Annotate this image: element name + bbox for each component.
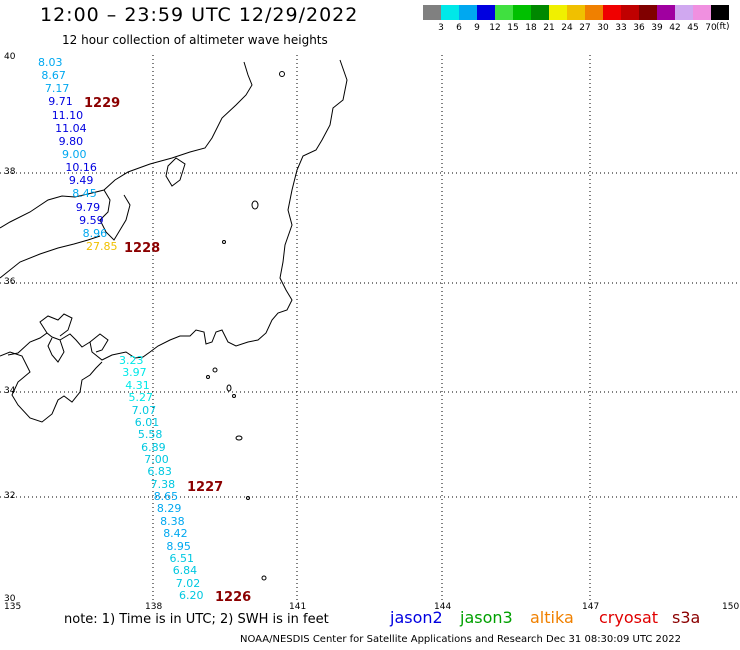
wave-height-value: 9.71 [48,95,73,109]
lat-lon-grid [0,55,740,600]
footer-credit: NOAA/NESDIS Center for Satellite Applica… [240,634,682,645]
legend-swatch [495,5,513,20]
lon-label: 150 [722,602,740,612]
satellite-label: s3a [672,608,701,627]
wave-height-value: 6.01 [134,415,160,429]
wave-height-value: 9.00 [62,148,87,161]
lon-label: 144 [434,602,452,612]
legend-swatch [459,5,477,20]
wave-height-value: 8.67 [41,69,66,83]
wave-height-value: 9.79 [75,200,101,214]
legend-label: 27 [579,23,591,33]
satellite-label: jason2 [390,608,443,627]
wave-height-value: 7.17 [44,82,70,96]
legend-swatch [693,5,711,20]
wave-height-value: 8.65 [153,490,179,504]
lon-label: 135 [4,602,22,612]
legend-label: 3 [438,23,444,33]
satellite-label: altika [530,608,574,627]
wave-height-value: 8.38 [160,514,185,528]
wave-height-value: 8.45 [72,187,97,201]
map-subtitle: 12 hour collection of altimeter wave hei… [62,33,328,47]
note-text: note: 1) Time is in UTC; 2) SWH is in fe… [64,612,329,627]
legend-label: 33 [615,23,627,33]
satellite-label: cryosat [599,608,659,627]
legend-label: 45 [687,23,699,33]
legend-label: 42 [669,23,681,33]
wave-height-value: 11.04 [55,121,87,135]
legend-swatch [477,5,495,20]
legend-label: 24 [561,23,573,33]
wave-height-value: 6.84 [172,564,198,578]
wave-height-value: 6.51 [169,551,195,565]
wave-height-value: 8.42 [163,527,188,541]
wave-height-value: 6.83 [147,465,172,479]
satellite-label: jason3 [460,608,513,627]
wave-height-value: 7.02 [175,576,201,590]
map-title: 12:00 – 23:59 UTC 12/29/2022 [40,4,359,26]
wave-height-value: 8.96 [82,226,108,240]
legend-label: 21 [543,23,555,33]
legend-swatch [531,5,549,20]
lat-label: 34 [4,386,16,396]
wave-height-value: 9.80 [58,134,84,148]
coastline [0,59,348,423]
legend-label: 30 [597,23,609,33]
wave-height-value: 6.89 [141,440,166,454]
legend-label: 70 [705,23,717,33]
lat-label: 40 [4,52,16,62]
wave-height-value: 10.16 [65,161,97,175]
lat-label: 32 [4,491,16,501]
legend-swatch [423,5,441,20]
lat-label: 30 [4,594,16,604]
legend-swatch [621,5,639,20]
legend-swatch [603,5,621,20]
wave-height-value: 8.03 [38,56,63,69]
legend-label: 15 [507,23,519,33]
wave-height-value: 5.27 [128,391,154,405]
legend-label: 12 [489,23,501,33]
wave-height-value: 8.29 [156,502,182,516]
lat-label: 36 [4,277,16,287]
wave-height-value: 9.59 [79,213,104,227]
wave-height-value: 5.58 [137,428,163,442]
legend-unit: (ft) [716,22,730,32]
pass-label: 1229 [84,96,121,111]
pass-label: 1227 [187,480,224,495]
wave-height-value: 7.00 [144,452,169,466]
legend-label: 18 [525,23,537,33]
wave-height-value: 27.85 [86,240,118,253]
islands [206,71,285,581]
wave-height-value: 3.97 [122,366,147,380]
lon-label: 138 [145,602,163,612]
legend-swatch [513,5,531,20]
wave-height-value: 3.23 [119,354,144,367]
legend-swatch [711,5,729,20]
legend-swatch [441,5,459,20]
legend-swatch [567,5,585,20]
lat-label: 38 [4,167,16,177]
legend-label: 36 [633,23,645,33]
legend-swatch [585,5,603,20]
wave-height-value: 7.38 [150,477,176,491]
legend-label: 9 [474,23,480,33]
wave-height-value: 11.10 [51,108,84,122]
legend-label: 6 [456,23,462,33]
wave-height-value: 4.31 [125,378,150,392]
legend-swatch [549,5,567,20]
legend-label: 39 [651,23,663,33]
pass-label: 1226 [215,590,252,605]
wave-height-value: 6.20 [179,589,204,602]
wave-height-value: 7.07 [131,403,157,417]
legend-swatch [639,5,657,20]
pass-label: 1228 [124,241,161,256]
lon-label: 147 [582,602,600,612]
wave-height-value: 8.95 [166,539,191,553]
legend-swatch [657,5,675,20]
lon-label: 141 [289,602,307,612]
wave-height-value: 9.49 [68,174,94,188]
legend-swatch [675,5,693,20]
